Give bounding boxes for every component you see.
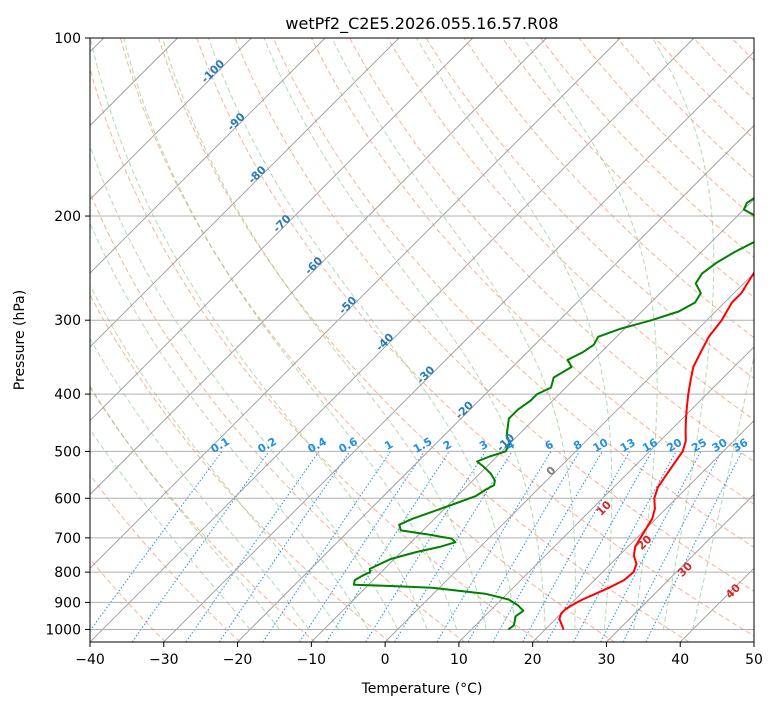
x-tick-label: 0 [381,652,390,668]
dry-adiabat [90,386,316,642]
dry-adiabat [90,473,241,642]
dry-adiabat [234,38,754,592]
isotherm-line [90,38,547,496]
mixing-ratio-line [600,451,702,642]
moist-adiabat [162,38,487,630]
grid-lines [90,38,754,642]
mixing-ratio-line [645,451,743,642]
mixing-ratio-line [218,451,351,642]
mixing-ratio-line [622,451,722,642]
isotherm-line [458,346,754,642]
profile-traces [352,196,754,631]
mixing-ratio-line [522,451,631,642]
mixing-ratio-line [131,451,270,642]
moist-adiabat [331,38,576,630]
x-tick-label: −20 [223,652,253,668]
isotherm-line [90,38,473,422]
mixing-ratio-line [185,451,320,642]
x-axis-label: Temperature (°C) [361,681,483,697]
x-tick-label: 20 [524,652,542,668]
moist-adiabat [90,38,428,630]
dry-adiabat [158,38,690,642]
dry-adiabat [90,293,391,642]
dry-adiabat [90,558,166,642]
mixing-ratio-line [325,451,450,642]
dry-adiabat [349,38,754,463]
x-tick-label: 10 [450,652,468,668]
moist-adiabat [90,337,310,630]
dry-adiabat [90,191,465,642]
mixing-ratio-line [262,451,392,642]
y-tick-label: 600 [54,491,81,507]
dry-adiabat [119,38,615,642]
isotherm-line [90,38,400,348]
isotherm-line [163,51,754,642]
y-tick-label: 500 [54,444,81,460]
y-tick-label: 300 [54,313,81,329]
y-tick-label: 700 [54,531,81,547]
isotherm-line [237,124,754,642]
x-tick-label: 50 [745,652,763,668]
isotherm-line [90,38,252,200]
y-tick-label: 400 [54,387,81,403]
x-tick-label: −40 [75,652,105,668]
y-axis: 1000 900 800 700 600 500 400 300 200 100 [45,31,90,638]
x-tick-label: 30 [598,652,616,668]
x-tick-label: −10 [297,652,327,668]
isotherm-line [532,420,754,642]
mixing-ratio-line [394,451,513,642]
y-axis-label: Pressure (hPa) [12,290,28,390]
mixing-ratio-line [90,451,223,632]
dry-adiabat [463,38,754,339]
isotherm-line [90,38,695,642]
y-tick-label: 200 [54,209,81,225]
plot-frame [89,37,755,643]
temperature-line [558,271,754,630]
y-tick-label: 100 [54,31,81,47]
dry-adiabat [90,67,540,642]
dry-adiabat [272,38,754,548]
moist-adiabat [522,38,658,630]
isotherm-line [90,38,621,569]
mixing-ratio-line [365,451,486,642]
moist-adiabat [692,354,754,630]
moist-adiabat [123,38,458,630]
x-tick-label: 40 [671,652,689,668]
moist-adiabat [90,284,340,630]
y-tick-label: 800 [54,565,81,581]
mixing-ratio-line [436,451,552,642]
mixing-ratio-line [299,451,425,642]
moist-adiabat [90,221,369,630]
moist-adiabat [90,144,399,630]
isotherm-line [384,272,754,642]
moist-adiabat [263,38,546,630]
isotherm-line [606,493,754,642]
y-tick-label: 1000 [45,622,81,638]
isotherm-line [311,198,754,642]
chart-title: wetPf2_C2E5.2026.055.16.57.R08 [285,14,558,34]
isotherm-line [90,38,326,274]
mixing-ratio-line [573,451,677,642]
x-axis: −40 −30 −20 −10 0 10 20 30 40 50 [75,642,763,668]
moist-adiabat [208,38,517,630]
y-tick-label: 900 [54,595,81,611]
x-tick-label: −30 [149,652,179,668]
moist-adiabat [652,38,715,630]
dry-adiabat [425,38,754,380]
dewpoint-line [352,196,754,631]
mixing-ratio-line [546,451,653,642]
